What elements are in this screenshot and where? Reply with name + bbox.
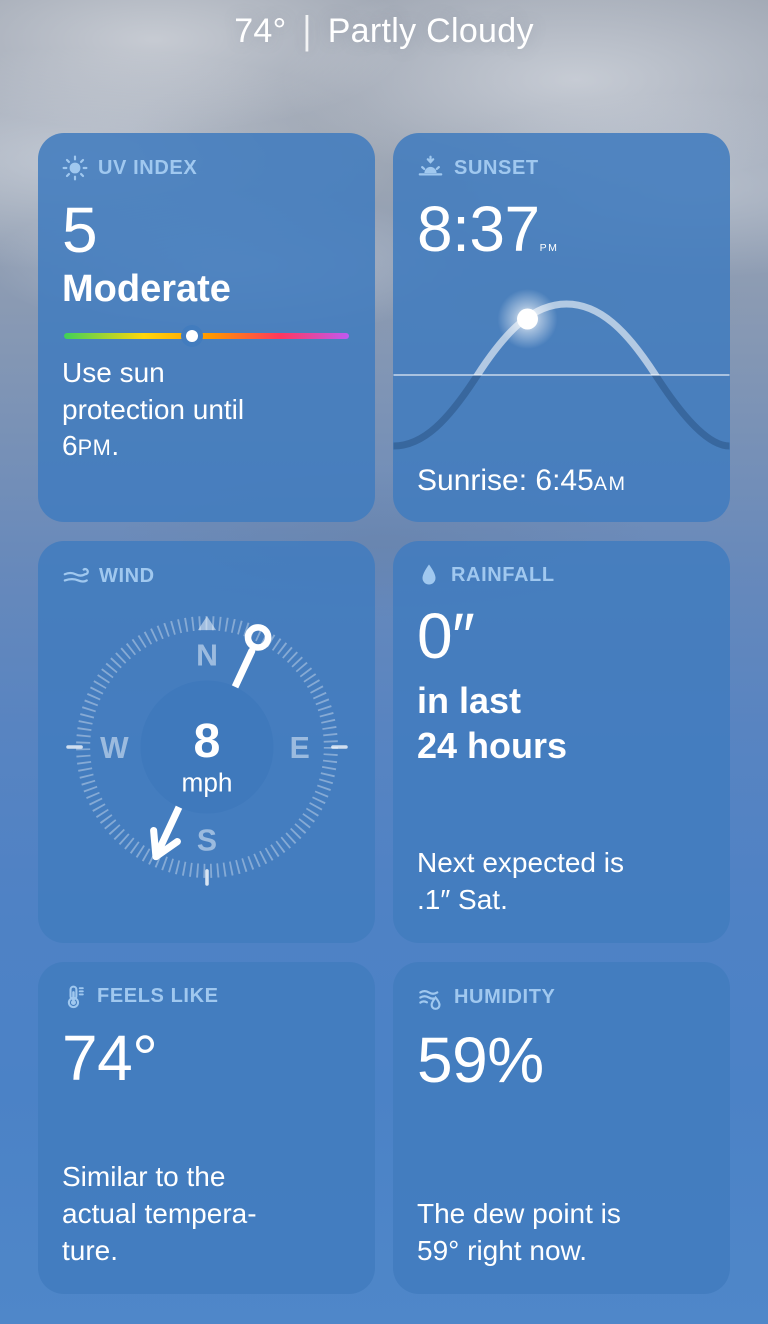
wind-arrow-tail-ring xyxy=(244,624,271,651)
rainfall-period: in last 24 hours xyxy=(417,679,568,766)
rainfall-card[interactable]: RAINFALL 0″ in last 24 hours Next expect… xyxy=(393,541,730,943)
feels-like-note: Similar to the actual tempera- ture. xyxy=(62,1161,257,1267)
sunset-card-title: SUNSET xyxy=(454,157,539,179)
humidity-note: The dew point is 59° right now. xyxy=(417,1198,621,1267)
cardinal-east: E xyxy=(289,732,309,765)
sun-position-dot xyxy=(517,308,538,330)
humidity-card-title: HUMIDITY xyxy=(454,986,556,1008)
humidity-icon xyxy=(419,990,441,1010)
cardinal-west: W xyxy=(100,732,129,765)
uv-index-card[interactable]: UV INDEX 5 Moderate Use sun protection u… xyxy=(38,133,375,522)
sunrise-time: Sunrise: 6:45AM xyxy=(417,464,627,497)
humidity-value: 59% xyxy=(417,1024,544,1096)
uv-value: 5 xyxy=(62,194,98,266)
humidity-card-header: HUMIDITY xyxy=(417,984,706,1011)
wind-speed-value: 8 xyxy=(193,714,220,768)
daylight-curve-night xyxy=(393,375,730,450)
wind-card-header: WIND xyxy=(62,563,351,590)
wind-icon xyxy=(63,567,89,583)
rainfall-amount: 0″ xyxy=(417,600,475,672)
wind-card[interactable]: WIND N E S W 8 mph xyxy=(38,541,375,943)
daylight-curve-chart xyxy=(393,280,730,450)
uv-card-title: UV INDEX xyxy=(98,156,198,179)
thermometer-icon xyxy=(67,985,84,1009)
current-temperature: 74° xyxy=(234,12,287,50)
current-conditions-header: 74° | Partly Cloudy xyxy=(0,0,768,108)
humidity-card[interactable]: HUMIDITY 59% The dew point is 59° right … xyxy=(393,962,730,1294)
cardinal-north: N xyxy=(196,639,218,672)
daylight-curve-day xyxy=(473,300,660,375)
feels-like-card[interactable]: FEELS LIKE 74° Similar to the actual tem… xyxy=(38,962,375,1294)
cardinal-south: S xyxy=(196,825,216,858)
sunset-time: 8:37 PM xyxy=(417,193,559,265)
sunset-card-header: SUNSET xyxy=(417,155,706,182)
uv-scale-bar xyxy=(64,329,349,342)
wind-compass: N E S W 8 mph xyxy=(65,616,348,886)
rainfall-card-header: RAINFALL xyxy=(417,563,706,587)
feels-like-value: 74° xyxy=(62,1022,158,1094)
uv-level: Moderate xyxy=(62,267,231,310)
feels-like-card-header: FEELS LIKE xyxy=(62,984,351,1009)
wind-card-title: WIND xyxy=(99,565,155,587)
compass-center-disk xyxy=(140,680,273,814)
uv-advice: Use sun protection until 6PM. xyxy=(62,356,245,462)
rainfall-forecast: Next expected is .1″ Sat. xyxy=(417,847,624,916)
header-separator: | xyxy=(302,9,312,53)
raindrop-icon xyxy=(422,564,436,585)
current-condition: Partly Cloudy xyxy=(327,12,534,50)
sunset-card[interactable]: SUNSET 8:37 PM xyxy=(393,133,730,522)
sunset-icon xyxy=(418,155,443,176)
uv-indicator-dot xyxy=(186,329,199,342)
north-pointer-triangle xyxy=(197,616,216,631)
sun-icon xyxy=(62,155,88,181)
wind-speed-unit: mph xyxy=(181,767,232,797)
weather-detail-grid: UV INDEX 5 Moderate Use sun protection u… xyxy=(38,133,730,1294)
feels-like-card-title: FEELS LIKE xyxy=(97,985,219,1007)
uv-card-header: UV INDEX xyxy=(62,155,351,181)
rainfall-card-title: RAINFALL xyxy=(451,563,555,586)
